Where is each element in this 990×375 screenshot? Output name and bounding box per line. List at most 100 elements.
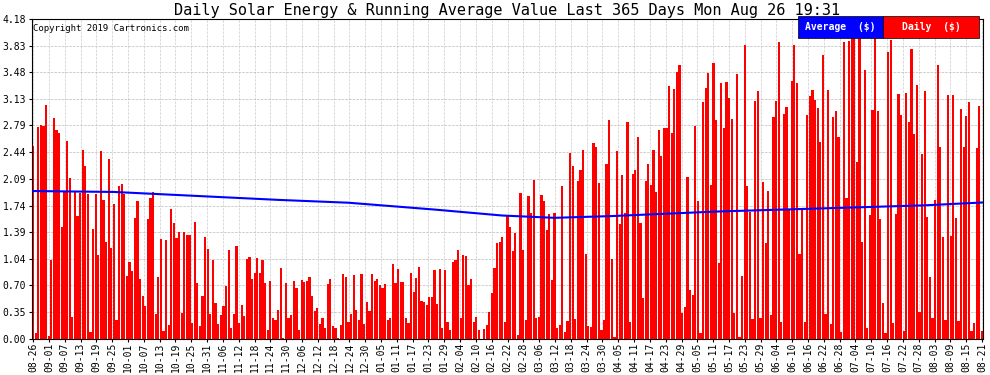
- Bar: [303, 282, 305, 339]
- Bar: [822, 55, 824, 339]
- Bar: [442, 328, 444, 339]
- Bar: [233, 314, 235, 339]
- Bar: [478, 330, 480, 339]
- Bar: [791, 81, 793, 339]
- Bar: [194, 222, 196, 339]
- Bar: [798, 16, 883, 38]
- Bar: [504, 322, 506, 339]
- Bar: [154, 314, 156, 339]
- Bar: [798, 254, 801, 339]
- Bar: [644, 181, 646, 339]
- Bar: [796, 82, 798, 339]
- Bar: [457, 251, 459, 339]
- Text: Average  ($): Average ($): [805, 22, 876, 32]
- Bar: [764, 243, 766, 339]
- Bar: [298, 330, 300, 339]
- Bar: [58, 133, 60, 339]
- Bar: [941, 237, 944, 339]
- Bar: [715, 120, 717, 339]
- Bar: [751, 319, 753, 339]
- Bar: [379, 285, 381, 339]
- Bar: [418, 267, 420, 339]
- Bar: [207, 249, 209, 339]
- Bar: [488, 312, 490, 339]
- Bar: [282, 338, 284, 339]
- Bar: [365, 302, 368, 339]
- Bar: [89, 332, 92, 339]
- Bar: [343, 273, 345, 339]
- Bar: [978, 106, 980, 339]
- Bar: [371, 274, 373, 339]
- Bar: [694, 126, 696, 339]
- Bar: [462, 255, 464, 339]
- Bar: [496, 243, 498, 339]
- Bar: [501, 237, 504, 339]
- Bar: [616, 151, 618, 339]
- Text: Copyright 2019 Cartronics.com: Copyright 2019 Cartronics.com: [33, 24, 189, 33]
- Bar: [159, 239, 162, 339]
- Bar: [726, 82, 728, 339]
- Bar: [882, 303, 884, 339]
- Bar: [603, 320, 605, 339]
- Bar: [957, 321, 959, 339]
- Bar: [541, 195, 543, 339]
- Bar: [212, 260, 214, 339]
- Bar: [689, 290, 691, 339]
- Bar: [196, 284, 198, 339]
- Bar: [92, 229, 94, 339]
- Bar: [472, 322, 475, 339]
- Bar: [475, 317, 477, 339]
- Bar: [71, 317, 73, 339]
- Bar: [324, 328, 326, 339]
- Bar: [528, 196, 530, 339]
- Bar: [48, 336, 50, 339]
- Bar: [175, 238, 177, 339]
- Bar: [728, 98, 731, 339]
- Bar: [322, 318, 324, 339]
- Bar: [423, 302, 426, 339]
- Bar: [295, 288, 298, 339]
- Bar: [397, 269, 399, 339]
- Bar: [493, 268, 496, 339]
- Bar: [43, 126, 45, 339]
- Bar: [647, 164, 649, 339]
- Bar: [525, 320, 527, 339]
- Bar: [804, 322, 806, 339]
- Bar: [769, 315, 772, 339]
- Bar: [629, 322, 632, 339]
- Bar: [228, 250, 230, 339]
- Bar: [277, 310, 279, 339]
- Bar: [413, 292, 415, 339]
- Bar: [841, 332, 842, 339]
- Bar: [710, 185, 712, 339]
- Bar: [600, 330, 603, 339]
- Bar: [952, 95, 954, 339]
- Bar: [170, 209, 172, 339]
- Bar: [384, 284, 386, 339]
- Bar: [73, 191, 76, 339]
- Bar: [718, 263, 720, 339]
- Bar: [118, 186, 120, 339]
- Bar: [347, 321, 349, 339]
- Bar: [279, 268, 282, 339]
- Bar: [38, 127, 40, 339]
- Bar: [434, 270, 436, 339]
- Bar: [319, 324, 321, 339]
- Bar: [436, 304, 439, 339]
- Bar: [188, 235, 191, 339]
- Bar: [842, 42, 844, 339]
- Bar: [470, 279, 472, 339]
- Bar: [692, 296, 694, 339]
- Bar: [592, 144, 595, 339]
- Bar: [256, 258, 258, 339]
- Bar: [707, 73, 710, 339]
- Bar: [649, 185, 652, 339]
- Bar: [949, 236, 951, 339]
- Bar: [884, 333, 887, 339]
- Bar: [876, 111, 879, 339]
- Bar: [363, 324, 365, 339]
- Bar: [670, 132, 673, 339]
- Bar: [95, 194, 97, 339]
- Bar: [883, 16, 978, 38]
- Bar: [314, 312, 316, 339]
